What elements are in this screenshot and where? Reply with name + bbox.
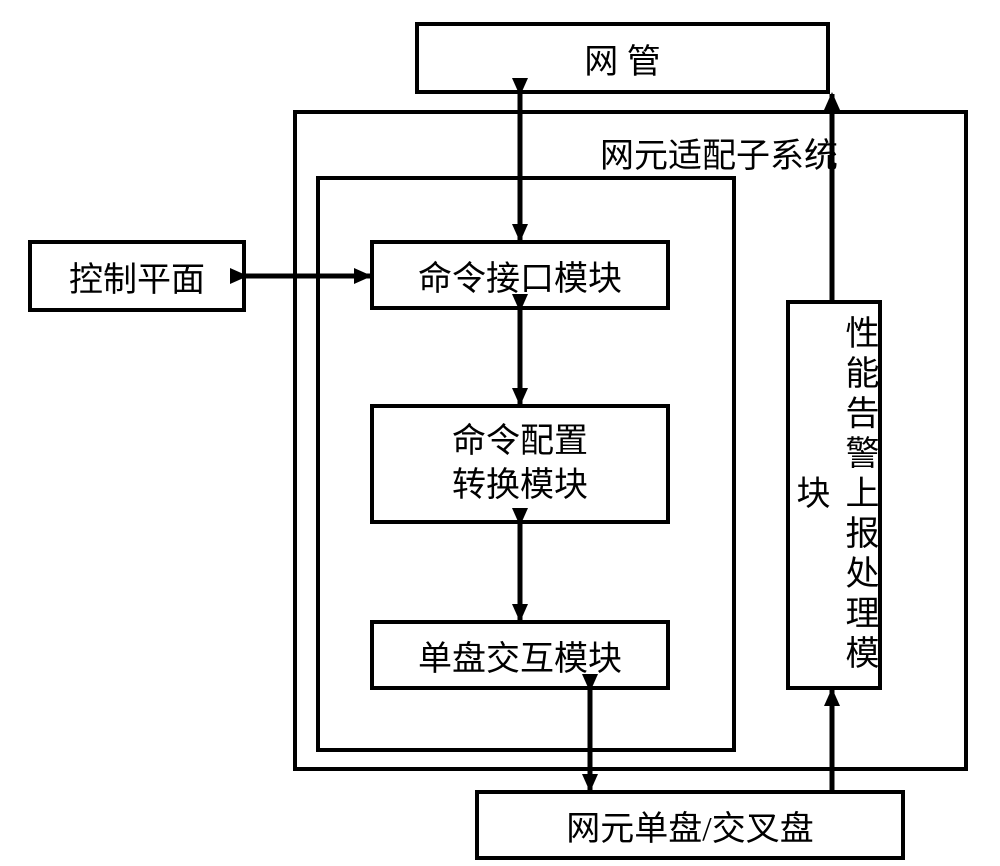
disk-interact-label: 单盘交互模块 — [418, 631, 622, 680]
ne-disk-box: 网元单盘/交叉盘 — [475, 790, 905, 860]
disk-interact-box: 单盘交互模块 — [370, 620, 670, 690]
control-plane-box: 控制平面 — [28, 240, 246, 312]
perf-alarm-label: 性能告警上报处理模块 — [785, 304, 883, 686]
perf-alarm-box: 性能告警上报处理模块 — [786, 300, 882, 690]
nms-box: 网 管 — [415, 22, 830, 94]
subsystem-label: 网元适配子系统 — [600, 128, 838, 177]
cmd-convert-label: 命令配置 转换模块 — [452, 420, 588, 508]
cmd-convert-box: 命令配置 转换模块 — [370, 404, 670, 524]
ne-disk-label: 网元单盘/交叉盘 — [566, 801, 813, 850]
cmd-interface-box: 命令接口模块 — [370, 240, 670, 310]
cmd-interface-label: 命令接口模块 — [418, 251, 622, 300]
nms-label: 网 管 — [584, 34, 661, 83]
control-plane-label: 控制平面 — [69, 252, 205, 301]
